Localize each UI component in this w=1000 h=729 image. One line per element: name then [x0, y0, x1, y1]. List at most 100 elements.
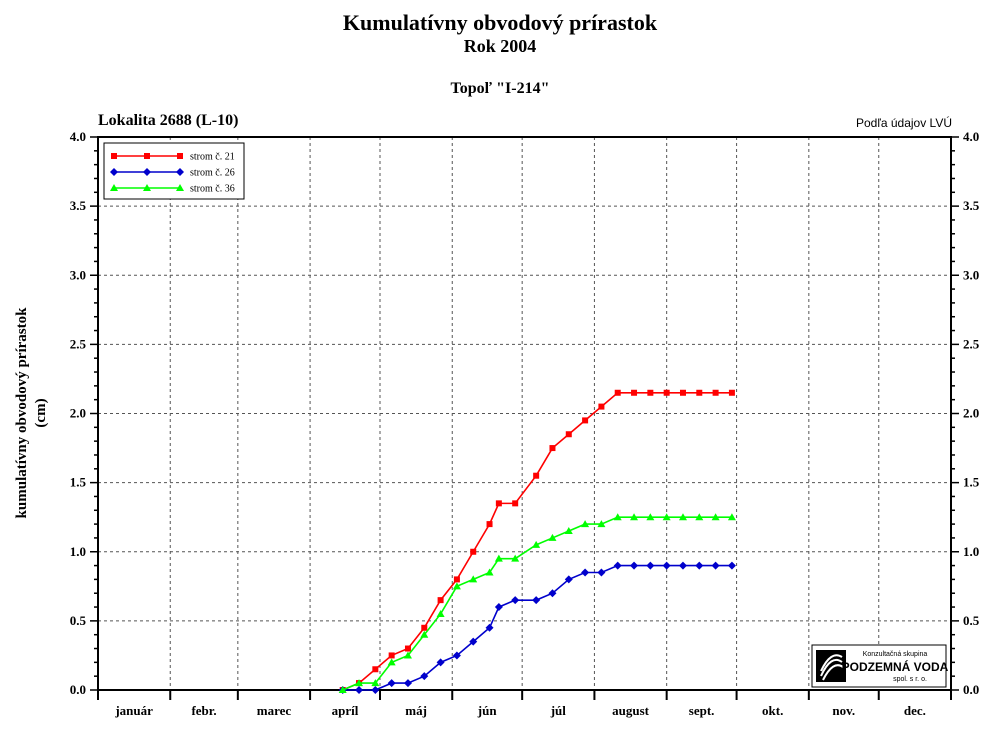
data-point	[420, 672, 429, 681]
y-axis-title: kumulatívny obvodový prírastok	[14, 307, 30, 519]
data-point	[613, 561, 622, 570]
month-label: nov.	[832, 703, 855, 718]
y-axis-label: kumulatívny obvodový prírastok (cm)	[14, 307, 49, 519]
y-tick-label-left: 3.0	[70, 267, 86, 282]
y-tick-label-right: 2.5	[963, 336, 980, 351]
data-point	[564, 575, 573, 584]
data-point	[695, 561, 704, 570]
data-point	[630, 513, 639, 521]
data-point	[453, 576, 460, 583]
data-point	[494, 603, 503, 612]
logo-emblem-icon	[816, 650, 846, 682]
data-point	[485, 623, 494, 632]
data-point	[662, 561, 671, 570]
month-label: január	[114, 703, 153, 718]
legend-marker	[110, 184, 118, 191]
series-layer	[338, 389, 736, 694]
data-point	[598, 403, 605, 410]
data-point	[404, 645, 411, 652]
series-2	[338, 561, 736, 694]
data-point	[436, 609, 445, 617]
data-point	[452, 582, 461, 590]
data-point	[436, 658, 445, 667]
data-point	[372, 666, 379, 673]
legend-marker	[110, 168, 118, 176]
data-point	[511, 596, 520, 605]
y-tick-label-left: 3.5	[70, 198, 87, 213]
data-point	[421, 624, 428, 631]
data-point	[613, 513, 622, 521]
y-tick-label-left: 0.5	[70, 613, 87, 628]
data-point	[662, 513, 671, 521]
data-point	[647, 389, 654, 396]
logo-line1: Konzultačná skupina	[863, 651, 928, 658]
chart-title: Kumulatívny obvodový prírastok	[342, 10, 658, 35]
data-point	[582, 417, 589, 424]
ticks-layer: január febr. marec apríl máj jún júl august sept…	[70, 129, 980, 718]
data-point	[388, 652, 395, 659]
locality-label: Lokalita 2688 (L-10)	[98, 112, 239, 129]
data-point	[533, 472, 540, 479]
data-point	[387, 679, 396, 688]
legend-marker	[176, 184, 184, 191]
y-tick-label-left: 1.5	[70, 475, 87, 490]
y-tick-label-right: 4.0	[963, 129, 979, 144]
data-point	[614, 389, 621, 396]
data-point	[532, 596, 541, 605]
data-point	[711, 513, 720, 521]
data-point	[403, 679, 412, 688]
data-point	[581, 520, 590, 528]
data-point	[695, 513, 704, 521]
legend-label: strom č. 26	[190, 168, 235, 179]
month-label: dec.	[904, 703, 926, 718]
company-logo: Konzultačná skupina PODZEMNÁ VODA spol. …	[811, 644, 949, 688]
series-line	[342, 564, 732, 691]
data-point	[437, 597, 444, 604]
data-point	[403, 651, 412, 659]
data-point	[355, 686, 364, 694]
month-label: jún	[477, 703, 498, 718]
data-point	[549, 445, 556, 452]
data-point	[548, 533, 557, 541]
legend-label: strom č. 36	[190, 184, 235, 195]
data-point	[371, 686, 380, 694]
data-point	[679, 389, 686, 396]
month-label: júl	[550, 703, 567, 718]
chart-subtitle: Topoľ "I-214"	[450, 80, 550, 97]
data-point	[338, 686, 347, 693]
data-point	[646, 513, 655, 521]
data-point	[728, 389, 735, 396]
legend: strom č. 21 strom č. 26 strom č. 36	[103, 142, 245, 200]
data-point	[355, 679, 364, 687]
legend-marker	[176, 168, 184, 176]
data-point	[420, 630, 429, 638]
data-point	[469, 637, 478, 646]
y-tick-label-right: 1.5	[963, 475, 980, 490]
data-point	[387, 658, 396, 666]
data-point	[581, 568, 590, 577]
y-tick-label-left: 2.0	[70, 406, 86, 421]
data-point	[371, 679, 380, 687]
data-point	[663, 389, 670, 396]
data-point	[486, 521, 493, 528]
data-point	[696, 389, 703, 396]
data-point	[630, 561, 639, 570]
data-point	[485, 568, 494, 576]
data-point	[511, 554, 520, 562]
data-point	[711, 561, 720, 570]
data-point	[597, 568, 606, 577]
y-tick-label-right: 2.0	[963, 406, 979, 421]
y-tick-label-left: 4.0	[70, 129, 86, 144]
legend-marker	[143, 168, 151, 176]
data-point	[597, 520, 606, 528]
data-point	[512, 500, 519, 507]
data-point	[631, 389, 638, 396]
month-label: máj	[405, 703, 427, 718]
series-1	[339, 389, 735, 693]
series-line	[342, 391, 732, 691]
y-tick-label-right: 3.0	[963, 267, 979, 282]
y-tick-label-right: 0.0	[963, 682, 979, 697]
month-label: marec	[257, 703, 292, 718]
y-tick-label-right: 1.0	[963, 544, 979, 559]
data-point	[564, 527, 573, 535]
